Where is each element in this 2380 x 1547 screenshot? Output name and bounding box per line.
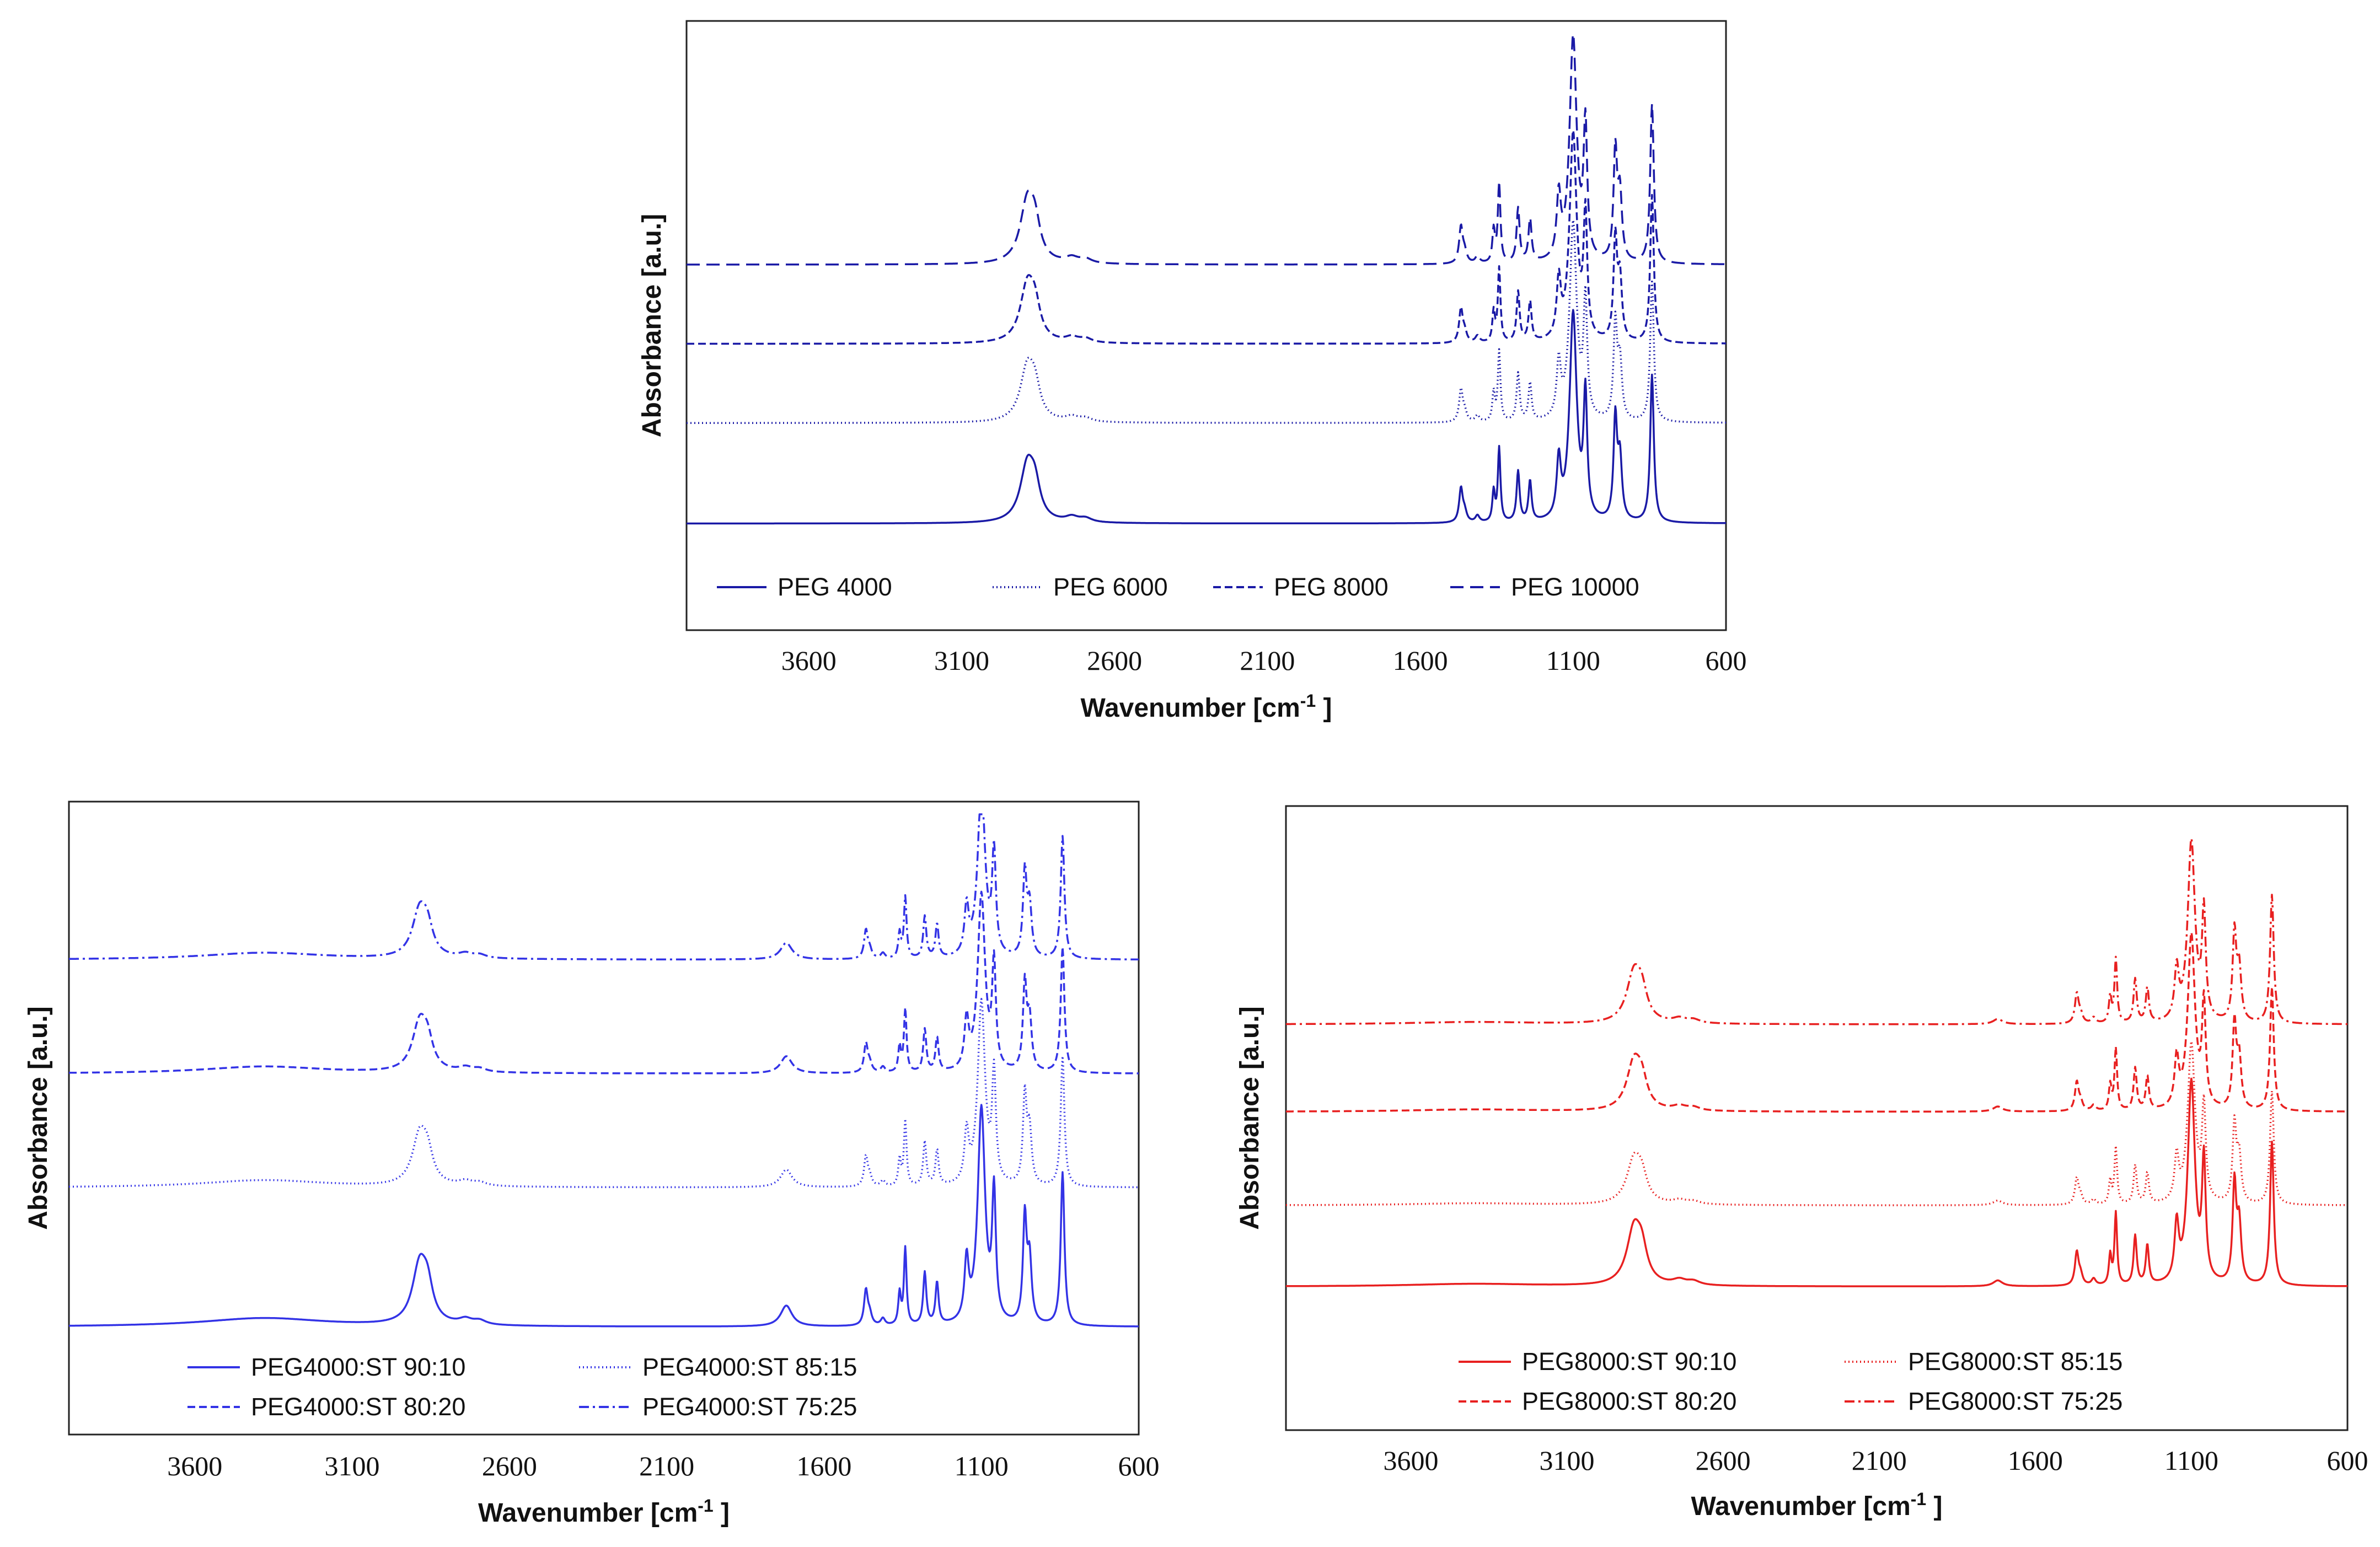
series-line-3 [686,129,1727,345]
x-tick-label: 2100 [1240,645,1295,676]
x-tick-label: 1100 [955,1451,1009,1481]
legend-label-2: PEG8000:ST 85:15 [1908,1347,2122,1376]
x-tick-label: 3600 [781,645,837,676]
chart-bottom-left: 3600 3100 2600 2100 1600 1100 600 Wavenumber [c… [24,801,1160,1528]
x-tick-label: 2100 [1852,1445,1907,1476]
y-axis-title: Absorbance [a.u.] [1235,1006,1264,1229]
x-tick-label: 2600 [1087,645,1142,676]
y-axis-title: Absorbance [a.u.] [24,1006,53,1229]
legend-label-1: PEG4000:ST 90:10 [251,1353,465,1381]
x-tick-label: 3600 [1383,1445,1438,1476]
x-axis-title: Wavenumber [cm-1 ] [1080,691,1332,723]
chart-top: 3600 3100 2600 2100 1600 1100 600 Wavenumber [c… [637,20,1747,723]
x-tick-label: 1100 [2164,1445,2218,1476]
plot-frame [68,801,1140,1436]
series-line-1 [68,1104,1139,1328]
series-line-4 [1285,837,2348,1025]
x-tick-label: 3600 [167,1451,222,1481]
plot-frame [1285,805,2349,1431]
x-tick-label: 600 [2327,1445,2368,1476]
legend-label-1: PEG 4000 [778,573,892,601]
x-tick-label: 2600 [1696,1445,1751,1476]
x-tick-label: 2100 [639,1451,694,1481]
series-line-4 [68,813,1139,961]
x-tick-label: 3100 [325,1451,380,1481]
x-tick-label: 1100 [1546,645,1600,676]
plot-frame [685,20,1727,631]
x-tick-label: 3100 [1540,1445,1595,1476]
legend-label-4: PEG 10000 [1511,573,1639,601]
legend-label-2: PEG4000:ST 85:15 [642,1353,857,1381]
series-line-2 [1285,1040,2348,1206]
legend-label-3: PEG 8000 [1274,573,1389,601]
chart-bottom-right: 3600 3100 2600 2100 1600 1100 600 Wavenumber [c… [1235,805,2368,1521]
series-line-3 [68,890,1139,1075]
x-tick-label: 1600 [2008,1445,2063,1476]
series-line-1 [686,309,1727,525]
series-line-3 [1285,931,2348,1113]
x-tick-label: 3100 [934,645,989,676]
x-axis-title: Wavenumber [cm-1 ] [1691,1489,1942,1521]
x-tick-label: 1600 [1393,645,1448,676]
x-tick-label: 2600 [482,1451,537,1481]
series-line-1 [1285,1077,2348,1287]
y-axis-title: Absorbance [a.u.] [637,214,667,437]
legend-label-3: PEG8000:ST 80:20 [1522,1387,1736,1415]
legend-label-4: PEG4000:ST 75:25 [642,1393,857,1421]
legend-label-4: PEG8000:ST 75:25 [1908,1387,2122,1415]
series-line-2 [68,998,1139,1189]
x-axis-title: Wavenumber [cm-1 ] [478,1496,730,1528]
x-tick-label: 600 [1706,645,1747,676]
legend-label-3: PEG4000:ST 80:20 [251,1393,465,1421]
legend-label-2: PEG 6000 [1053,573,1168,601]
series-line-4 [686,33,1727,266]
legend-label-1: PEG8000:ST 90:10 [1522,1347,1736,1376]
x-tick-label: 1600 [796,1451,851,1481]
x-tick-label: 600 [1118,1451,1160,1481]
